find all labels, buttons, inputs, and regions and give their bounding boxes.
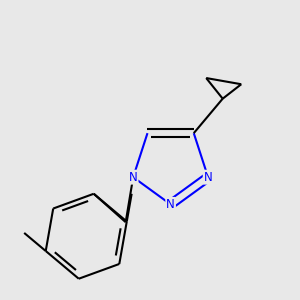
Text: N: N: [166, 198, 175, 211]
Text: N: N: [204, 171, 212, 184]
Text: N: N: [129, 171, 138, 184]
